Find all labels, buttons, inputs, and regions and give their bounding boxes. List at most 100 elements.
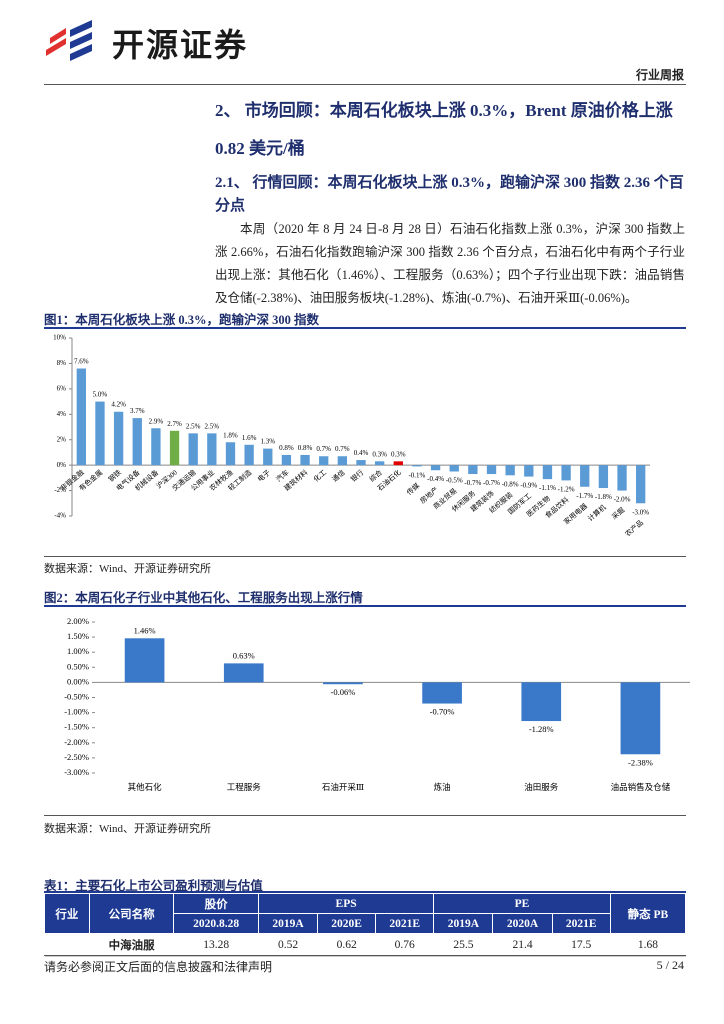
bar bbox=[169, 430, 180, 466]
footer-rule bbox=[44, 955, 686, 956]
bar bbox=[636, 465, 646, 504]
bar bbox=[113, 411, 124, 466]
caption-rule bbox=[44, 605, 686, 607]
header-cell: PE bbox=[433, 893, 611, 914]
data-label: 2.5% bbox=[186, 422, 201, 430]
cell: 17.5 bbox=[552, 933, 611, 957]
data-label: -1.1% bbox=[539, 484, 556, 492]
y-tick-label: 1.00% bbox=[67, 646, 89, 656]
bar bbox=[561, 465, 571, 481]
y-tick-label: 0% bbox=[57, 461, 67, 469]
data-label: 5.0% bbox=[93, 391, 108, 399]
header-cell: 静态 PB bbox=[609, 893, 687, 934]
y-tick-label: -3.00% bbox=[64, 767, 89, 777]
y-tick-label: 0.00% bbox=[67, 676, 89, 686]
cell: 21.4 bbox=[492, 933, 553, 957]
data-label: -1.7% bbox=[576, 492, 593, 500]
bar bbox=[521, 682, 562, 722]
data-label: 0.8% bbox=[279, 444, 294, 452]
bar bbox=[337, 456, 348, 466]
cell: 25.5 bbox=[433, 933, 493, 957]
data-label: 4.2% bbox=[111, 401, 126, 409]
x-tick-label: 油品销售及仓储 bbox=[611, 782, 671, 792]
data-label: 0.3% bbox=[372, 450, 387, 458]
bar bbox=[188, 433, 198, 466]
y-tick-label: -2% bbox=[54, 486, 66, 494]
source-rule bbox=[44, 556, 686, 557]
caption-rule bbox=[44, 327, 686, 329]
table-row: 中海油服 13.28 0.52 0.62 0.76 25.5 21.4 17.5 1.68 bbox=[44, 933, 686, 957]
data-label: 1.6% bbox=[242, 434, 257, 442]
x-tick-label: 工程服务 bbox=[227, 782, 262, 792]
bar bbox=[281, 454, 292, 466]
x-tick-label: 石油开采Ⅲ bbox=[322, 782, 364, 792]
header-cell: EPS bbox=[257, 893, 435, 914]
data-label: 0.63% bbox=[233, 650, 255, 660]
bar bbox=[76, 368, 86, 466]
bar bbox=[225, 442, 236, 466]
bar bbox=[505, 465, 515, 476]
data-label: -0.4% bbox=[427, 475, 444, 483]
figure-caption: 图1：本周石化板块上涨 0.3%，跑输沪深 300 指数 bbox=[44, 313, 320, 327]
y-tick-label: -2.50% bbox=[64, 752, 89, 762]
data-label: 0.7% bbox=[335, 445, 350, 453]
data-label: -1.28% bbox=[529, 724, 554, 734]
bar bbox=[617, 465, 627, 491]
header-cell: 股价 bbox=[173, 893, 259, 914]
cell: 13.28 bbox=[173, 933, 259, 957]
cell: 0.52 bbox=[258, 933, 318, 957]
y-tick-label: -4% bbox=[54, 512, 66, 520]
data-label: -1.8% bbox=[595, 493, 612, 501]
section-heading: 2、 市场回顾：本周石化板块上涨 0.3%，Brent 原油价格上涨 0.82 … bbox=[215, 101, 673, 158]
y-tick-label: 10% bbox=[53, 334, 66, 342]
data-label: 7.6% bbox=[74, 358, 89, 366]
table: 行业 公司名称 股价 EPS PE 静态 PB 2020.8.28 2019A … bbox=[44, 893, 687, 957]
data-label: -0.70% bbox=[430, 707, 455, 717]
data-label: -2.0% bbox=[614, 496, 631, 504]
cell: 中海油服 bbox=[89, 933, 174, 957]
bar bbox=[524, 465, 534, 477]
data-label: 3.7% bbox=[130, 407, 145, 415]
bar bbox=[580, 465, 590, 487]
header-cell: 2019A bbox=[433, 913, 494, 934]
data-label: 2.5% bbox=[205, 422, 220, 430]
header-cell: 2021E bbox=[375, 913, 435, 934]
bar bbox=[95, 401, 105, 466]
bar bbox=[412, 465, 422, 467]
data-label: 1.3% bbox=[260, 438, 275, 446]
data-label: 2.7% bbox=[167, 420, 182, 428]
cell bbox=[44, 933, 90, 957]
logo-icon bbox=[46, 20, 92, 61]
data-label: -0.06% bbox=[331, 687, 356, 697]
bar bbox=[356, 460, 366, 466]
data-label: 0.4% bbox=[354, 449, 369, 457]
data-label: 0.3% bbox=[391, 450, 406, 458]
source: 数据来源：Wind、开源证券研究所 bbox=[44, 823, 211, 835]
bar bbox=[374, 461, 385, 466]
header-cell: 行业 bbox=[44, 893, 90, 934]
bar bbox=[430, 465, 441, 471]
header-cell: 2019A bbox=[257, 913, 319, 934]
header-cell: 2020E bbox=[317, 913, 377, 934]
disclaimer: 请务必参阅正文后面的信息披露和法律声明 bbox=[44, 960, 273, 974]
bar bbox=[319, 456, 329, 466]
data-label: 0.8% bbox=[298, 444, 313, 452]
bar bbox=[486, 465, 497, 475]
caption-rule bbox=[44, 891, 686, 893]
bar bbox=[207, 433, 217, 466]
header-cell: 2020.8.28 bbox=[173, 913, 259, 934]
bar bbox=[468, 465, 478, 475]
figure-caption: 图2：本周石化子行业中其他石化、工程服务出现上涨行情 bbox=[44, 591, 363, 605]
brand: 开源证券 bbox=[112, 26, 249, 64]
cell: 0.62 bbox=[317, 933, 376, 957]
x-tick-label: 炼油 bbox=[434, 782, 451, 792]
bar bbox=[244, 444, 254, 466]
cell: 1.68 bbox=[610, 933, 686, 957]
bar bbox=[124, 638, 165, 683]
y-tick-label: 4% bbox=[57, 410, 67, 418]
report-type: 行业周报 bbox=[635, 68, 684, 82]
y-tick-label: -1.50% bbox=[64, 722, 89, 732]
x-tick-label: 油田服务 bbox=[524, 782, 559, 792]
data-label: -0.8% bbox=[502, 480, 519, 488]
